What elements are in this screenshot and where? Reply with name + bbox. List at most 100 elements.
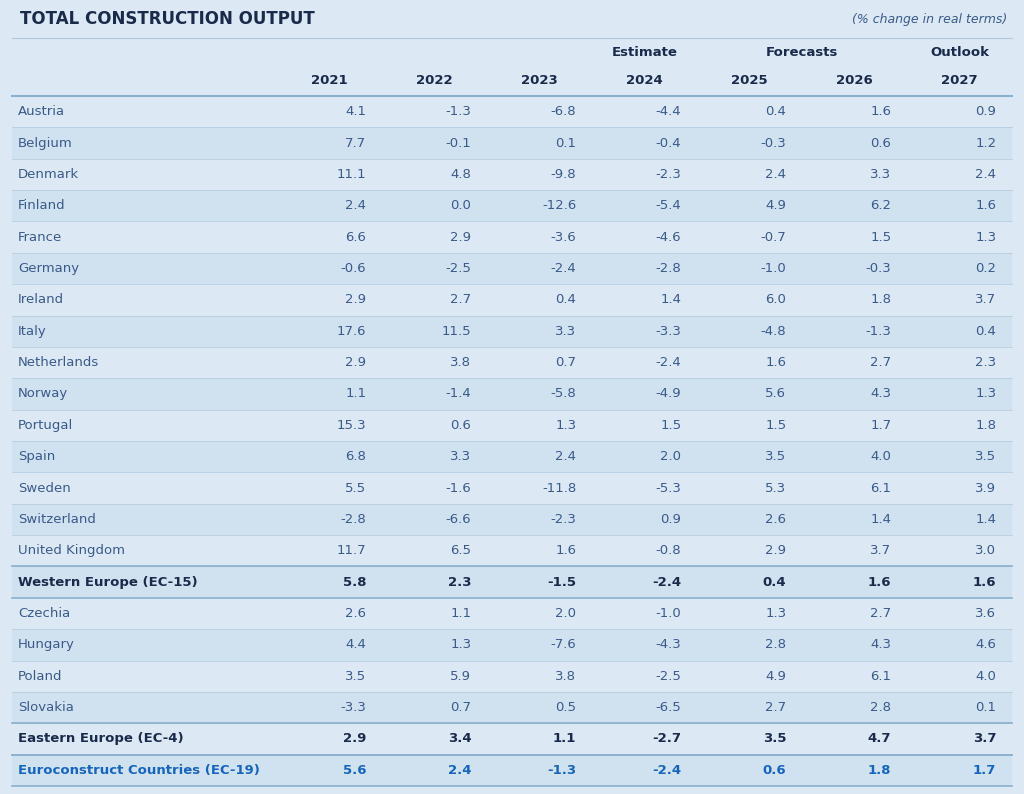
Text: -2.4: -2.4 (655, 356, 681, 369)
Bar (12, 252, 1012, 284)
Text: 1.1: 1.1 (553, 732, 577, 746)
Text: 1.4: 1.4 (975, 513, 996, 526)
Text: 2026: 2026 (837, 75, 872, 87)
Bar (12, 0, 1012, 38)
Text: Euroconstruct Countries (EC-19): Euroconstruct Countries (EC-19) (18, 764, 260, 777)
Text: 1.6: 1.6 (975, 199, 996, 212)
Text: -2.7: -2.7 (652, 732, 681, 746)
Text: Sweden: Sweden (18, 481, 71, 495)
Text: 4.0: 4.0 (870, 450, 891, 463)
Text: -4.3: -4.3 (655, 638, 681, 651)
Text: 4.9: 4.9 (765, 669, 786, 683)
Text: 5.8: 5.8 (343, 576, 367, 588)
Text: 1.8: 1.8 (975, 418, 996, 432)
Text: 2.4: 2.4 (345, 199, 367, 212)
Text: 5.9: 5.9 (451, 669, 471, 683)
Text: -6.8: -6.8 (551, 105, 577, 118)
Text: 2.4: 2.4 (975, 168, 996, 181)
Text: 5.6: 5.6 (343, 764, 367, 777)
Text: 0.7: 0.7 (555, 356, 577, 369)
Bar (12, 378, 1012, 410)
Text: 4.3: 4.3 (870, 387, 891, 400)
Text: -6.6: -6.6 (445, 513, 471, 526)
Bar (12, 127, 1012, 159)
Text: 4.1: 4.1 (345, 105, 367, 118)
Text: 1.2: 1.2 (975, 137, 996, 149)
Text: -0.8: -0.8 (655, 544, 681, 557)
Text: 2.7: 2.7 (451, 293, 471, 306)
Bar (12, 472, 1012, 503)
Text: 6.2: 6.2 (870, 199, 891, 212)
Text: -1.3: -1.3 (445, 105, 471, 118)
Text: 3.5: 3.5 (975, 450, 996, 463)
Text: Hungary: Hungary (18, 638, 75, 651)
Text: 6.6: 6.6 (345, 230, 367, 244)
Bar (12, 692, 1012, 723)
Text: 4.7: 4.7 (867, 732, 891, 746)
Text: 2.4: 2.4 (447, 764, 471, 777)
Text: 2.8: 2.8 (765, 638, 786, 651)
Text: Austria: Austria (18, 105, 66, 118)
Text: 2.9: 2.9 (345, 293, 367, 306)
Text: 3.8: 3.8 (451, 356, 471, 369)
Bar (12, 190, 1012, 222)
Text: 1.6: 1.6 (555, 544, 577, 557)
Text: Denmark: Denmark (18, 168, 79, 181)
Text: Western Europe (EC-15): Western Europe (EC-15) (18, 576, 198, 588)
Text: -2.5: -2.5 (655, 669, 681, 683)
Text: 2.7: 2.7 (870, 356, 891, 369)
Text: 1.1: 1.1 (345, 387, 367, 400)
Text: TOTAL CONSTRUCTION OUTPUT: TOTAL CONSTRUCTION OUTPUT (20, 10, 314, 28)
Text: 4.6: 4.6 (976, 638, 996, 651)
Text: 2.9: 2.9 (765, 544, 786, 557)
Text: 0.7: 0.7 (451, 701, 471, 714)
Text: 5.6: 5.6 (765, 387, 786, 400)
Text: 3.5: 3.5 (345, 669, 367, 683)
Text: 0.4: 0.4 (763, 576, 786, 588)
Text: -2.8: -2.8 (341, 513, 367, 526)
Text: -12.6: -12.6 (542, 199, 577, 212)
Text: -2.4: -2.4 (551, 262, 577, 275)
Text: 1.7: 1.7 (973, 764, 996, 777)
Text: 2021: 2021 (311, 75, 348, 87)
Text: 4.8: 4.8 (451, 168, 471, 181)
Bar (12, 535, 1012, 566)
Text: 4.0: 4.0 (976, 669, 996, 683)
Text: 2.3: 2.3 (975, 356, 996, 369)
Text: -2.5: -2.5 (445, 262, 471, 275)
Bar (12, 222, 1012, 252)
Text: -2.4: -2.4 (652, 764, 681, 777)
Text: 11.7: 11.7 (337, 544, 367, 557)
Text: 3.3: 3.3 (451, 450, 471, 463)
Bar (12, 503, 1012, 535)
Text: 1.8: 1.8 (867, 764, 891, 777)
Text: 2.9: 2.9 (345, 356, 367, 369)
Text: Italy: Italy (18, 325, 47, 337)
Text: 5.5: 5.5 (345, 481, 367, 495)
Text: -0.4: -0.4 (655, 137, 681, 149)
Text: Switzerland: Switzerland (18, 513, 96, 526)
Text: 6.1: 6.1 (870, 669, 891, 683)
Text: 1.3: 1.3 (451, 638, 471, 651)
Text: 0.2: 0.2 (975, 262, 996, 275)
Text: 0.0: 0.0 (451, 199, 471, 212)
Text: -3.6: -3.6 (551, 230, 577, 244)
Text: Spain: Spain (18, 450, 55, 463)
Text: Belgium: Belgium (18, 137, 73, 149)
Text: -1.4: -1.4 (445, 387, 471, 400)
Text: 1.5: 1.5 (870, 230, 891, 244)
Text: -5.3: -5.3 (655, 481, 681, 495)
Text: 6.0: 6.0 (765, 293, 786, 306)
Text: 0.6: 0.6 (451, 418, 471, 432)
Text: 6.8: 6.8 (345, 450, 367, 463)
Text: 1.6: 1.6 (867, 576, 891, 588)
Text: -1.6: -1.6 (445, 481, 471, 495)
Text: 1.4: 1.4 (870, 513, 891, 526)
Bar (12, 566, 1012, 598)
Text: 0.6: 0.6 (763, 764, 786, 777)
Text: -0.6: -0.6 (341, 262, 367, 275)
Text: 2027: 2027 (941, 75, 978, 87)
Text: 1.6: 1.6 (765, 356, 786, 369)
Text: 2022: 2022 (416, 75, 453, 87)
Text: 3.7: 3.7 (870, 544, 891, 557)
